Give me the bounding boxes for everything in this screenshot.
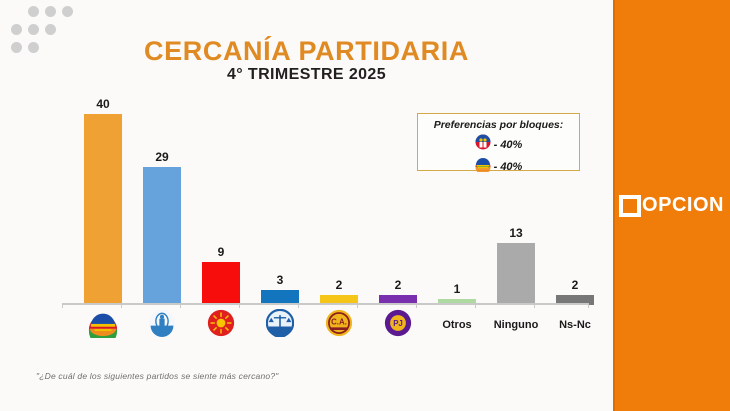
party-logo-purple-pj-icon: PJ	[384, 309, 412, 342]
bar-value-label: 2	[394, 278, 402, 292]
x-category-party-purple-pj: PJ	[379, 309, 417, 341]
party-logo-blue-shield-icon	[148, 309, 176, 342]
bar-group: 9	[202, 95, 240, 305]
bar-value-label: 1	[453, 282, 461, 296]
axis-tick	[239, 303, 240, 308]
party-logo-blue-red-circle-icon	[475, 134, 491, 155]
x-category-party-red-sun	[202, 309, 240, 341]
bar-group: 40	[84, 95, 122, 305]
bar-value-label: 2	[335, 278, 343, 292]
legend-row: - 40%	[475, 156, 523, 177]
legend-value: 40%	[500, 138, 523, 151]
x-category-party-blue-shield	[143, 309, 181, 341]
opcion-o-mark-icon	[619, 195, 642, 217]
bar-value-label: 29	[155, 150, 169, 164]
decorative-dot-grid	[8, 6, 73, 66]
bar-value-label: 2	[571, 278, 579, 292]
party-logo-blue-scales-icon	[265, 308, 295, 342]
axis-tick	[62, 303, 63, 308]
bar	[379, 295, 417, 305]
x-category-otros: Otros	[438, 309, 476, 341]
x-axis-label: Otros	[442, 319, 472, 331]
x-category-party-multicolor-dome	[84, 308, 122, 345]
bar	[84, 114, 122, 305]
bar-value-label: 40	[96, 97, 110, 111]
axis-tick	[121, 303, 122, 308]
brand-name: OPCION	[642, 193, 724, 216]
bar-group: 2	[379, 95, 417, 305]
party-logo-yellow-ca-icon: C.A.	[325, 309, 353, 342]
bar-group: 13	[497, 95, 535, 305]
legend-separator: -	[493, 138, 498, 151]
party-logo-multicolor-dome-icon	[88, 308, 118, 345]
bar-value-label: 9	[217, 245, 225, 259]
legend-separator: -	[493, 160, 498, 173]
bar-chart: 40 29 9 3 2 2 1 13	[62, 95, 594, 305]
x-category-party-blue-scales	[261, 308, 299, 342]
bar-group: 3	[261, 95, 299, 305]
axis-tick	[180, 303, 181, 308]
x-category-ninguno: Ninguno	[490, 309, 542, 341]
bar	[497, 243, 535, 305]
bar-value-label: 13	[509, 226, 523, 240]
chart-footnote: "¿De cuál de los siguientes partidos se …	[36, 371, 279, 381]
bar	[438, 299, 476, 305]
svg-text:PJ: PJ	[393, 319, 403, 328]
legend-title: Preferencias por bloques:	[433, 119, 564, 131]
axis-tick	[534, 303, 535, 308]
chart-axis-line	[62, 303, 589, 305]
bar	[261, 290, 299, 305]
bar	[320, 295, 358, 305]
x-category-party-yellow-ca: C.A.	[320, 309, 358, 341]
brand-panel	[613, 0, 730, 411]
x-axis-label: Ninguno	[493, 319, 539, 331]
x-axis-label: Ns-Nc	[559, 319, 591, 331]
page-subtitle: 4° TRIMESTRE 2025	[226, 66, 387, 83]
bar-group: 2	[320, 95, 358, 305]
chart-x-axis: C.A. PJ Otros Ninguno Ns-Nc	[62, 308, 594, 345]
bar-value-label: 3	[276, 273, 284, 287]
bar	[556, 295, 594, 305]
svg-text:C.A.: C.A.	[331, 317, 347, 326]
axis-tick	[298, 303, 299, 308]
axis-tick	[357, 303, 358, 308]
bar-group: 29	[143, 95, 181, 305]
page-title: CERCANÍA PARTIDARIA	[144, 36, 469, 66]
axis-tick	[475, 303, 476, 308]
axis-tick	[416, 303, 417, 308]
party-logo-multicolor-dome-icon	[475, 156, 491, 177]
legend-row: - 40%	[475, 134, 523, 155]
legend-box: Preferencias por bloques: - 40%	[417, 113, 580, 175]
axis-tick	[588, 303, 589, 308]
x-category-ns-nc: Ns-Nc	[556, 309, 594, 341]
bar	[202, 262, 240, 305]
bar-group: 1	[438, 95, 476, 305]
bar-group: 2	[556, 95, 594, 305]
bar	[143, 167, 181, 305]
legend-value: 40%	[500, 160, 523, 173]
brand-panel-edge	[613, 0, 615, 411]
party-logo-red-sun-icon	[207, 309, 235, 342]
brand-logo: OPCION	[613, 185, 730, 225]
